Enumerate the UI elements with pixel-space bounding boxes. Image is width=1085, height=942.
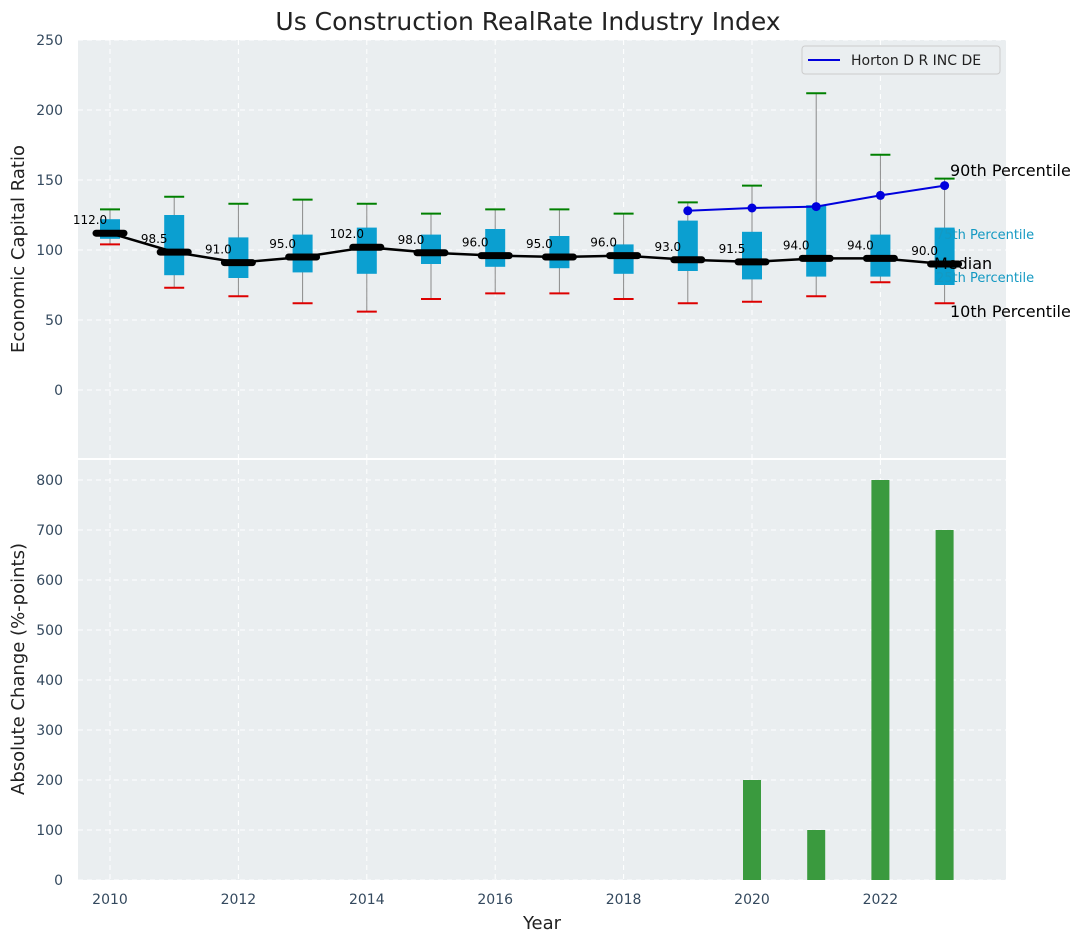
bottom-y-tick-label: 800 [36, 473, 63, 489]
top-y-tick-label: 50 [45, 313, 63, 329]
bottom-y-ticks: 0 100 200 300 400 500 600 700 800 [36, 473, 63, 889]
bottom-y-tick-label: 600 [36, 573, 63, 589]
bottom-y-tick-label: 300 [36, 723, 63, 739]
change-bar [807, 830, 826, 880]
change-bars [743, 480, 954, 880]
x-tick-label: 2018 [606, 892, 642, 908]
legend: Horton D R INC DE [801, 45, 1001, 75]
annotation-p75: 75th Percentile [936, 228, 1034, 243]
chart-title: Us Construction RealRate Industry Index [275, 7, 780, 36]
company-point [811, 202, 821, 212]
median-data-label: 102.0 [330, 227, 364, 241]
company-point [940, 181, 950, 191]
bottom-y-axis-label: Absolute Change (%-points) [8, 543, 29, 795]
annotation-p90: 90th Percentile [950, 161, 1071, 180]
x-ticks: 2010 2012 2014 2016 2018 2020 2022 [92, 892, 898, 908]
median-data-label: 98.5 [141, 232, 168, 246]
iqr-box [742, 231, 762, 280]
x-tick-label: 2014 [349, 892, 385, 908]
company-point [683, 206, 693, 216]
x-axis-label: Year [522, 913, 562, 934]
bottom-y-tick-label: 500 [36, 623, 63, 639]
iqr-box [934, 227, 955, 285]
median-data-label: 94.0 [783, 238, 810, 252]
median-line-group [92, 229, 963, 268]
legend-entry-company: Horton D R INC DE [851, 53, 981, 69]
top-y-axis-label: Economic Capital Ratio [8, 145, 29, 353]
top-y-tick-label: 200 [36, 103, 63, 119]
annotation-p10: 10th Percentile [950, 302, 1071, 321]
median-data-label: 90.0 [911, 244, 938, 258]
median-data-label: 93.0 [654, 240, 681, 254]
top-y-tick-label: 100 [36, 243, 63, 259]
company-point [747, 203, 757, 213]
bottom-y-tick-label: 0 [54, 873, 63, 889]
top-panel: 0 50 100 150 200 250 112.0 98.5 91.0 95.0 102.0 98… [8, 33, 1071, 458]
x-tick-label: 2010 [92, 892, 128, 908]
change-bar [871, 480, 890, 880]
bottom-grid [78, 460, 1006, 881]
bottom-y-tick-label: 100 [36, 823, 63, 839]
median-data-label: 91.5 [719, 242, 746, 256]
change-bar [935, 530, 954, 880]
change-bar [743, 780, 761, 880]
median-data-label: 95.0 [269, 237, 296, 251]
x-tick-label: 2022 [863, 892, 899, 908]
company-point [875, 190, 885, 200]
company-series [683, 181, 950, 216]
median-data-label: 91.0 [205, 243, 232, 257]
annotation-median: Median [934, 254, 992, 273]
top-y-tick-label: 0 [54, 383, 63, 399]
median-data-labels: 112.0 98.5 91.0 95.0 102.0 98.0 96.0 95.0 96.0 93… [73, 213, 938, 258]
median-data-label: 96.0 [590, 236, 617, 250]
top-y-ticks: 0 50 100 150 200 250 [36, 33, 63, 399]
iqr-box [228, 237, 249, 278]
annotation-p25: 25th Percentile [936, 271, 1034, 286]
legend-box [801, 45, 1001, 75]
median-data-label: 96.0 [462, 236, 489, 250]
top-y-tick-label: 150 [36, 173, 63, 189]
x-tick-label: 2016 [477, 892, 513, 908]
bottom-y-tick-label: 700 [36, 523, 63, 539]
median-data-label: 112.0 [73, 213, 107, 227]
median-data-label: 95.0 [526, 237, 553, 251]
bottom-y-tick-label: 200 [36, 773, 63, 789]
iqr-box [164, 215, 185, 276]
median-data-label: 94.0 [847, 238, 874, 252]
bottom-y-tick-label: 400 [36, 673, 63, 689]
x-tick-label: 2012 [221, 892, 257, 908]
x-tick-label: 2020 [734, 892, 770, 908]
median-data-label: 98.0 [398, 233, 425, 247]
iqr-box [356, 227, 377, 274]
percentile-annotations: 90th Percentile 75th Percentile Median 2… [934, 161, 1071, 321]
top-y-tick-label: 250 [36, 33, 63, 49]
bottom-axes-background [78, 460, 1006, 880]
